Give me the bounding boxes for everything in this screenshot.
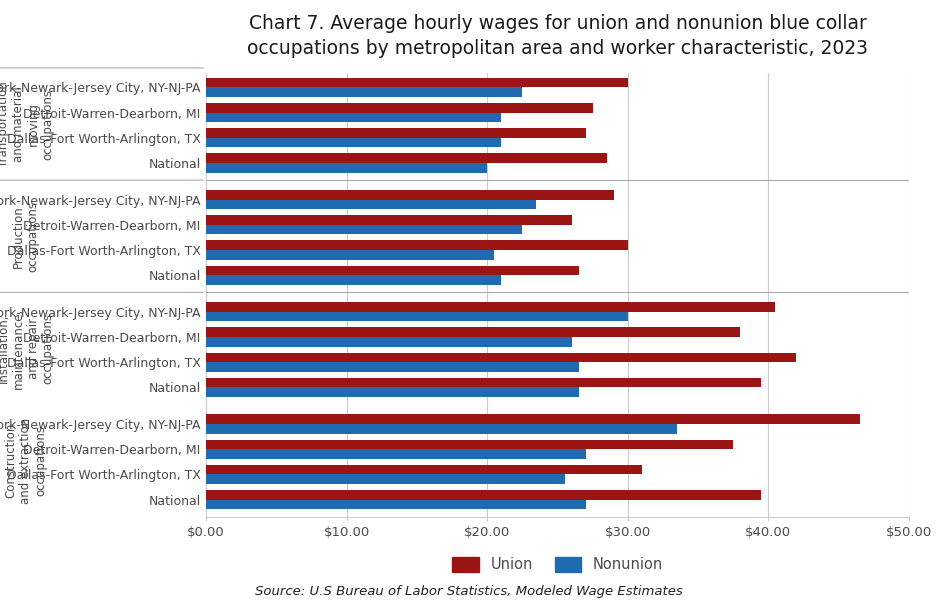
Bar — [206, 88, 522, 97]
Bar — [206, 449, 585, 459]
Bar — [206, 440, 732, 449]
Text: Production
occupations: Production occupations — [11, 201, 39, 272]
Bar — [206, 387, 578, 397]
Bar — [206, 415, 858, 424]
Bar — [206, 490, 760, 500]
Text: Construction
and extraction
occupations: Construction and extraction occupations — [4, 418, 47, 504]
Bar — [206, 275, 501, 285]
Bar — [206, 78, 627, 88]
Bar — [206, 337, 571, 347]
Bar — [206, 225, 522, 234]
Bar — [206, 240, 627, 250]
Bar — [206, 500, 585, 510]
Bar — [206, 199, 535, 209]
Bar — [206, 103, 592, 112]
Bar — [206, 362, 578, 372]
Bar — [206, 163, 487, 173]
Bar — [206, 424, 676, 434]
Bar — [206, 250, 494, 260]
Bar — [206, 328, 739, 337]
Title: Chart 7. Average hourly wages for union and nonunion blue collar
occupations by : Chart 7. Average hourly wages for union … — [247, 13, 867, 58]
Bar — [206, 353, 796, 362]
Bar — [206, 312, 627, 322]
Bar — [206, 138, 501, 147]
Text: Transportation
and material
moving
occupations: Transportation and material moving occup… — [0, 81, 54, 167]
Text: Installation,
maintenance,
and repair
occupations: Installation, maintenance, and repair oc… — [0, 308, 54, 389]
Bar — [206, 378, 760, 387]
Bar — [206, 474, 563, 484]
Bar — [206, 128, 585, 138]
Bar — [206, 153, 607, 163]
Bar — [206, 266, 578, 275]
Bar — [206, 465, 641, 474]
Bar — [206, 190, 613, 199]
Bar — [206, 215, 571, 225]
Bar — [206, 112, 501, 122]
Legend: Union, Nonunion: Union, Nonunion — [446, 551, 667, 578]
Bar — [206, 302, 775, 312]
Text: Source: U.S Bureau of Labor Statistics, Modeled Wage Estimates: Source: U.S Bureau of Labor Statistics, … — [255, 585, 681, 598]
